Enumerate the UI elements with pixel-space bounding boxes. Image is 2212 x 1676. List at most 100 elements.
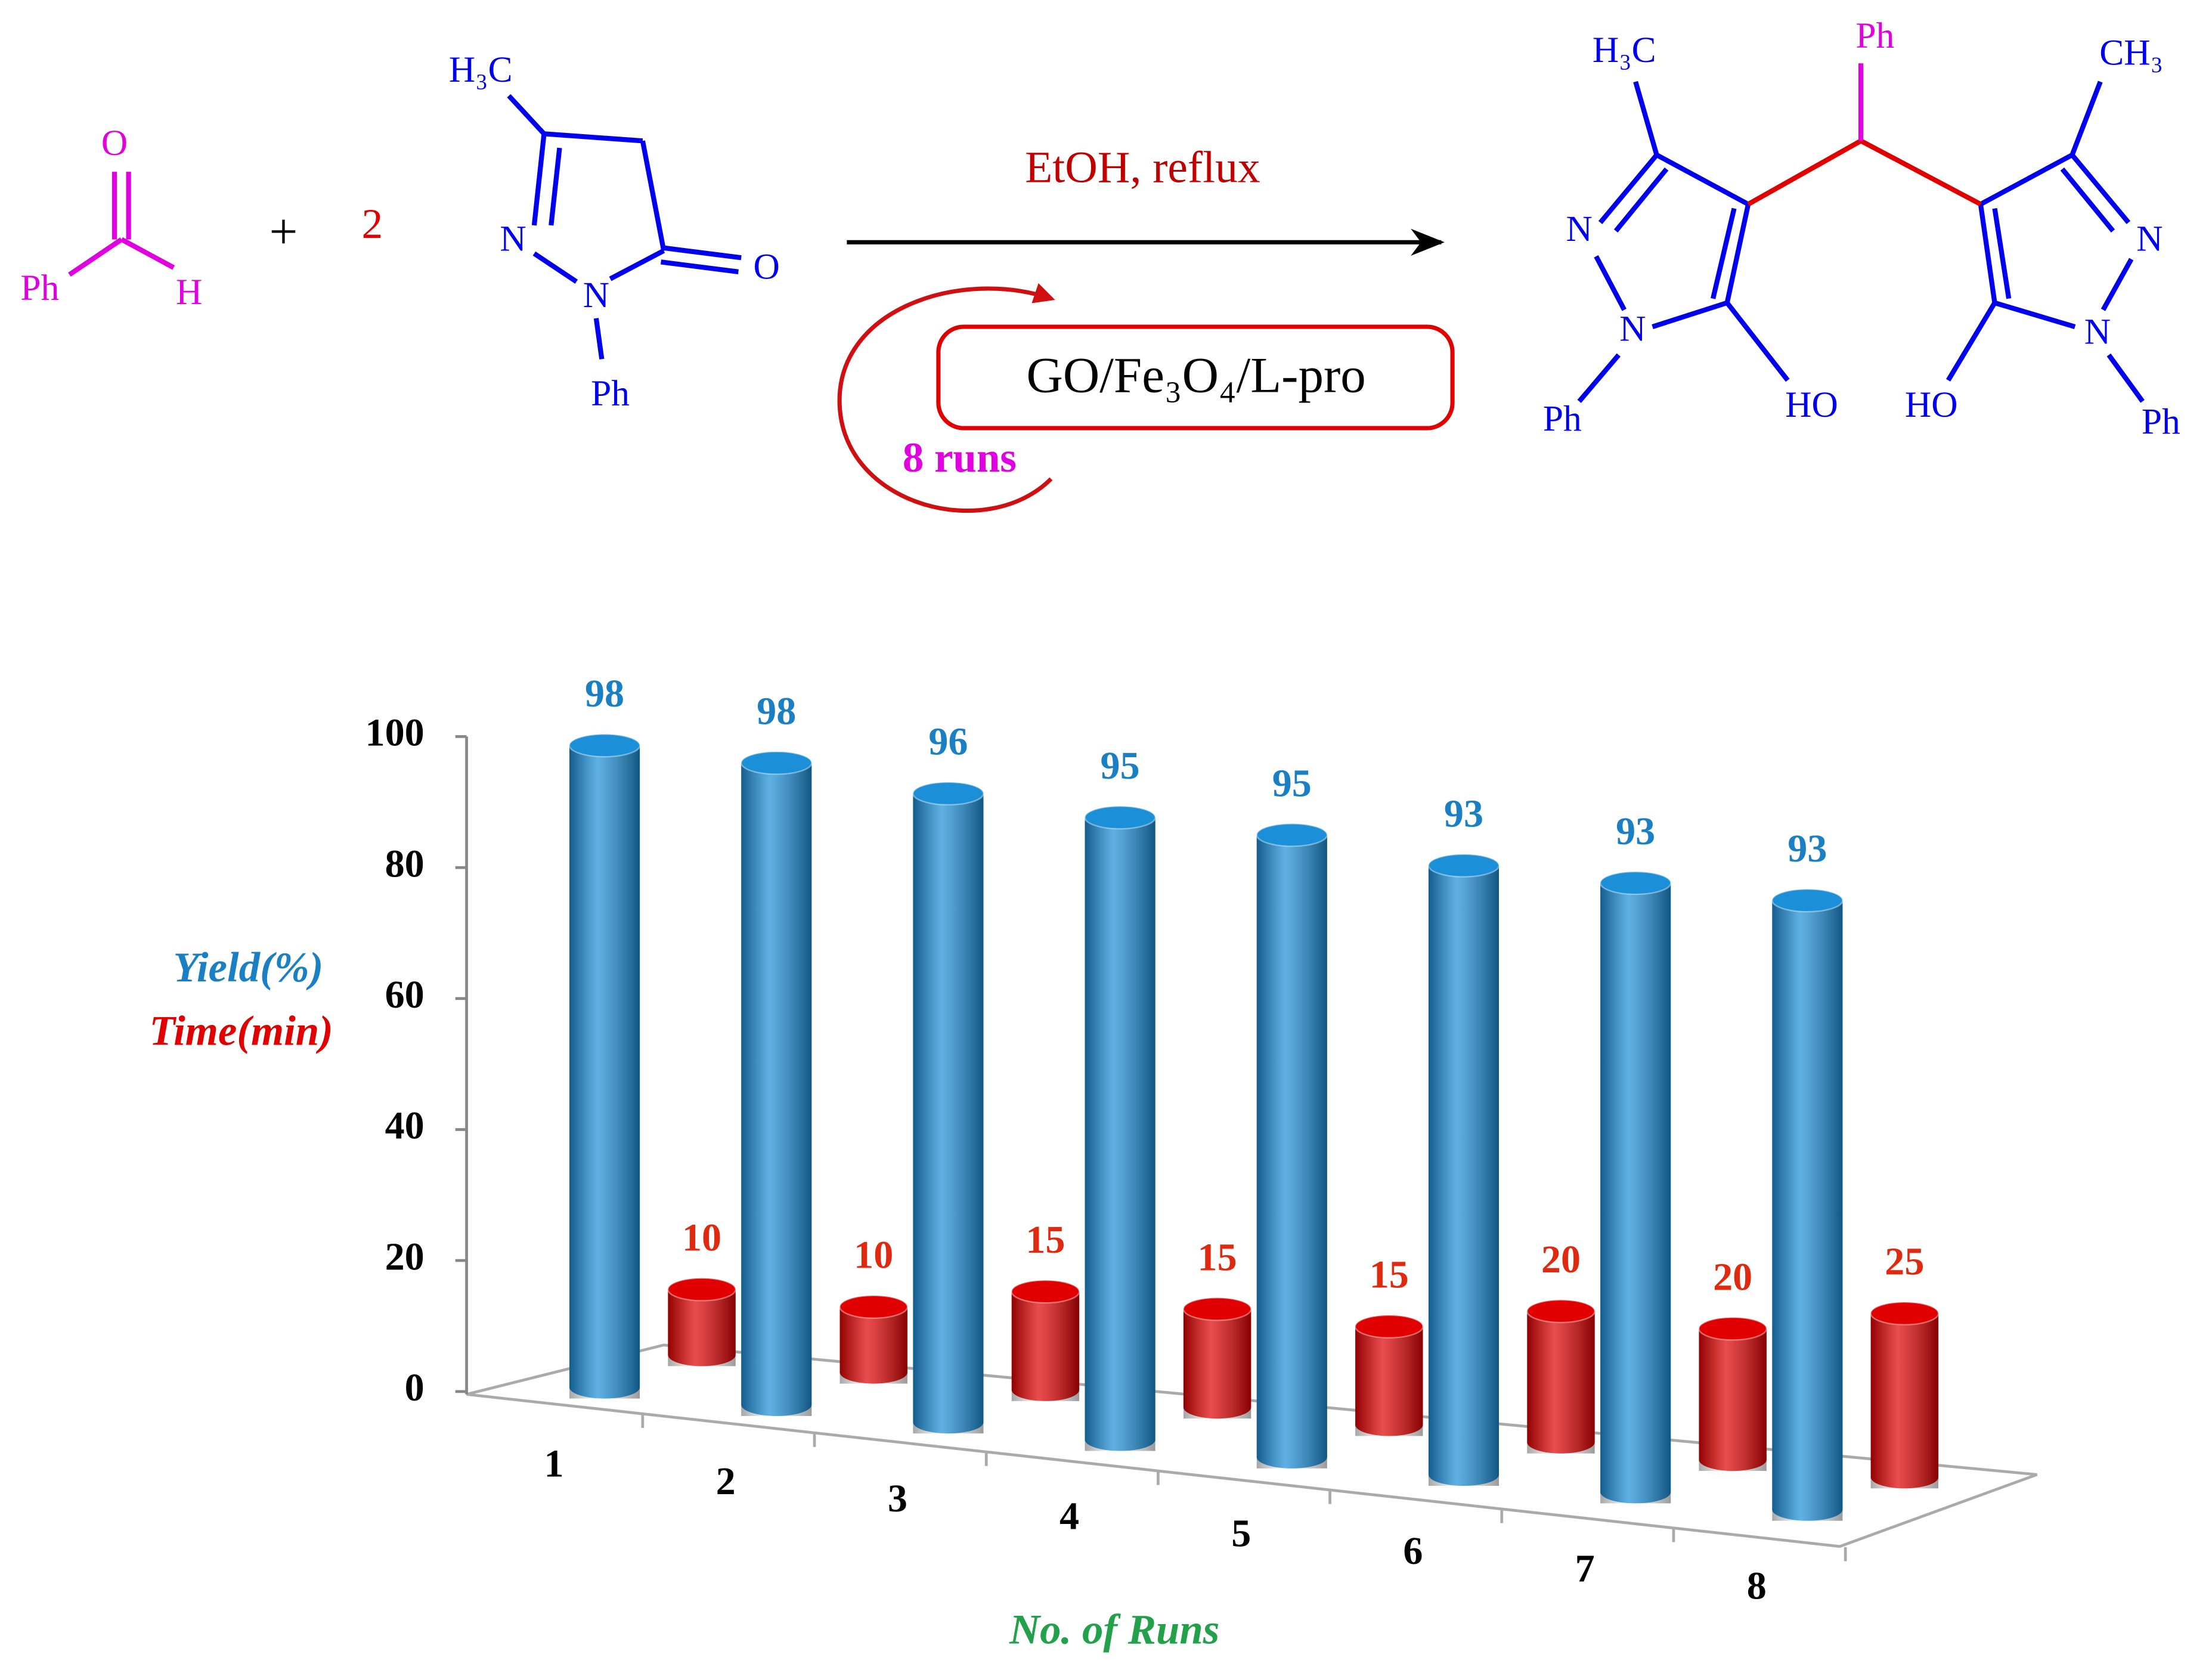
value-label: 95 — [1272, 761, 1312, 805]
y-label-yield: Yield(%) — [173, 944, 323, 991]
bar-top — [667, 1277, 736, 1302]
value-label: 20 — [1713, 1255, 1752, 1299]
cylinder — [1698, 1316, 1768, 1471]
scheme-bonds — [68, 63, 2145, 513]
bar-top — [1771, 888, 1844, 913]
cylinder — [1182, 1297, 1252, 1419]
cylinder — [839, 1294, 909, 1384]
y-tick-label: 40 — [385, 1104, 425, 1148]
x-tick-label: 5 — [1231, 1512, 1251, 1556]
bar-top — [1182, 1297, 1252, 1321]
bar-shade — [1256, 835, 1327, 1469]
scheme-label: H — [176, 272, 202, 312]
bar-top — [1870, 1301, 1940, 1325]
scheme-label: Ph — [1543, 399, 1582, 439]
recycle-arrow — [837, 283, 1055, 513]
cylinder — [912, 781, 984, 1434]
cylinder — [1011, 1280, 1080, 1401]
scheme-label: O — [101, 123, 128, 163]
catalyst-box — [936, 324, 1455, 430]
x-tick-label: 3 — [888, 1477, 907, 1520]
bar-top — [568, 733, 641, 758]
bar-shade — [1085, 817, 1155, 1451]
cylinder — [1771, 888, 1844, 1521]
bar-top — [839, 1294, 909, 1319]
bar-shade — [1772, 900, 1843, 1521]
cylinder — [1256, 823, 1328, 1469]
bar-shade — [839, 1306, 907, 1384]
scheme-label: O — [754, 247, 780, 287]
bar-top — [912, 781, 984, 806]
scheme-label: N — [1619, 309, 1646, 349]
value-label: 95 — [1101, 744, 1140, 788]
bar-shade — [1183, 1309, 1251, 1419]
cylinder — [1526, 1299, 1596, 1454]
bar-shade — [913, 793, 984, 1434]
bar-shade — [1527, 1311, 1595, 1454]
bar-top — [1427, 853, 1500, 878]
scheme-label: Ph — [591, 373, 630, 414]
bar-top — [741, 751, 813, 775]
x-tick-label: 1 — [544, 1442, 563, 1486]
y-tick-label: 100 — [365, 711, 425, 755]
x-tick-label: 4 — [1059, 1494, 1079, 1538]
value-label: 93 — [1787, 827, 1827, 870]
scheme-label: N — [500, 218, 526, 259]
bar-top — [1526, 1299, 1596, 1324]
value-label: 15 — [1370, 1253, 1409, 1297]
x-tick-label: 7 — [1575, 1547, 1595, 1590]
scheme-label: EtOH, reflux — [1025, 143, 1260, 193]
pyrazolone — [507, 94, 742, 360]
value-label: 20 — [1541, 1238, 1581, 1281]
y-label-time: Time(min) — [149, 1008, 333, 1054]
chart: 0 20 40 60 80 100 1 2 3 4 5 6 7 8 10 10 15 15 15 20 20 25 98 98… — [365, 672, 1940, 1608]
scheme-label: CH₃ — [2099, 33, 2163, 73]
bar-top — [1698, 1316, 1768, 1341]
scheme-label: HO — [1905, 385, 1958, 425]
scheme-label: Ph — [20, 268, 59, 308]
bar-shade — [1428, 865, 1500, 1486]
value-label: 15 — [1198, 1235, 1237, 1279]
scheme-label: GO/Fe₃O₄/L-pro — [1027, 347, 1366, 403]
x-label: No. of Runs — [1009, 1606, 1219, 1653]
bar-shade — [1699, 1328, 1767, 1471]
value-label: 10 — [682, 1216, 721, 1259]
cylinder — [741, 751, 813, 1416]
bar-shade — [1600, 882, 1671, 1504]
cylinder — [568, 733, 641, 1399]
scheme-label: N — [583, 275, 609, 315]
cylinder — [1599, 870, 1672, 1504]
value-label: 96 — [928, 720, 968, 764]
x-tick-label: 2 — [716, 1460, 736, 1503]
scheme-label: N — [2084, 311, 2111, 352]
scheme-label: Ph — [2142, 401, 2180, 442]
scheme-label: N — [2136, 218, 2163, 259]
cylinder — [1870, 1301, 1940, 1489]
scheme-label: HO — [1785, 385, 1838, 425]
cylinder — [1354, 1314, 1424, 1436]
y-tick-label: 80 — [385, 842, 425, 885]
bar-shade — [1355, 1326, 1423, 1436]
scheme-label: H₃C — [449, 49, 513, 90]
bridge — [1747, 138, 1982, 207]
scheme-label: H₃C — [1593, 30, 1656, 70]
bar-shade — [741, 763, 812, 1416]
bar-top — [1256, 823, 1328, 847]
x-tick-label: 6 — [1403, 1529, 1423, 1573]
value-label: 93 — [1444, 792, 1483, 836]
benzaldehyde — [68, 172, 175, 277]
scheme-label: 8 runs — [903, 435, 1017, 481]
scheme-label: Ph — [1855, 16, 1894, 56]
value-label: 10 — [854, 1234, 893, 1277]
product — [1577, 80, 2145, 403]
bar-shade — [668, 1289, 736, 1367]
y-tick-label: 0 — [405, 1366, 425, 1409]
scheme-labels: O Ph H + 2 H₃C N N O Ph EtOH, reflux GO/Fe₃O₄/L-pro… — [20, 16, 2180, 481]
y-tick-label: 60 — [385, 973, 425, 1017]
scheme-label: + — [269, 203, 298, 259]
y-tick-label: 20 — [385, 1235, 425, 1278]
bar-shade — [1870, 1313, 1939, 1489]
bar-top — [1599, 870, 1672, 896]
